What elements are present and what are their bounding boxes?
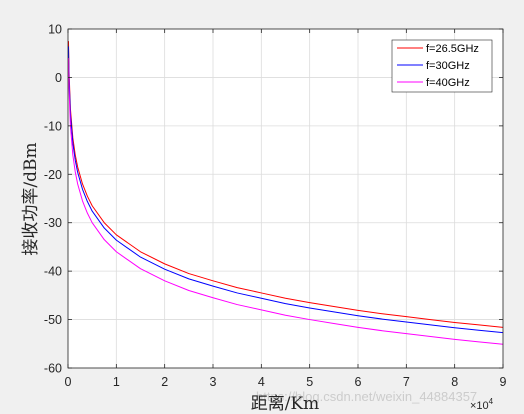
legend: f=26.5GHz f=30GHz f=40GHz (391, 39, 493, 93)
y-tick-label-1: 0 (55, 71, 62, 85)
x-tick-label-8: 8 (451, 375, 458, 389)
x-axis-multiplier-base: ×10 (470, 400, 489, 412)
y-tick-label-2: -10 (44, 119, 62, 133)
x-tick-label-3: 3 (210, 375, 217, 389)
x-axis-multiplier-exponent: 4 (489, 397, 494, 406)
x-tick-label-4: 4 (258, 375, 265, 389)
x-tick-label-7: 7 (403, 375, 410, 389)
y-tick-label-3: -20 (44, 168, 62, 182)
legend-entry-1: f=26.5GHz (397, 43, 479, 55)
x-tick-label-6: 6 (355, 375, 362, 389)
legend-entry-3: f=40GHz (397, 77, 470, 89)
series-line-2 (68, 46, 503, 334)
y-tick-label-4: -30 (44, 216, 62, 230)
y-tick-label-7: -60 (44, 362, 62, 376)
y-tick-label-6: -50 (44, 313, 62, 327)
x-tick-label-0: 0 (65, 375, 72, 389)
x-tick-label-2: 2 (161, 375, 168, 389)
x-tick-label-1: 1 (113, 375, 120, 389)
legend-label-1: f=26.5GHz (426, 43, 479, 55)
x-tick-labels: 0 1 2 3 4 5 6 7 8 9 (65, 375, 507, 389)
tick-marks (67, 28, 504, 369)
legend-label-3: f=40GHz (426, 77, 470, 89)
axes-box (67, 28, 504, 369)
legend-entry-2: f=30GHz (397, 60, 470, 72)
legend-label-2: f=30GHz (426, 60, 470, 72)
series-line-3 (68, 58, 503, 345)
series-line-1 (68, 41, 503, 328)
y-tick-label-5: -40 (44, 265, 62, 279)
x-tick-label-5: 5 (306, 375, 313, 389)
x-axis-label: 距离/Km (251, 394, 320, 414)
x-tick-label-9: 9 (500, 375, 507, 389)
y-tick-labels: 10 0 -10 -20 -30 -40 -50 -60 (44, 23, 62, 376)
y-tick-label-0: 10 (48, 23, 62, 37)
x-axis-multiplier: ×104 (470, 397, 494, 412)
series-layer (68, 41, 503, 345)
legend-box (391, 39, 493, 93)
csdn-watermark: https://blog.csdn.net/weixin_44884357 (256, 389, 477, 404)
y-axis-label: 接收功率/dBm (21, 142, 41, 255)
